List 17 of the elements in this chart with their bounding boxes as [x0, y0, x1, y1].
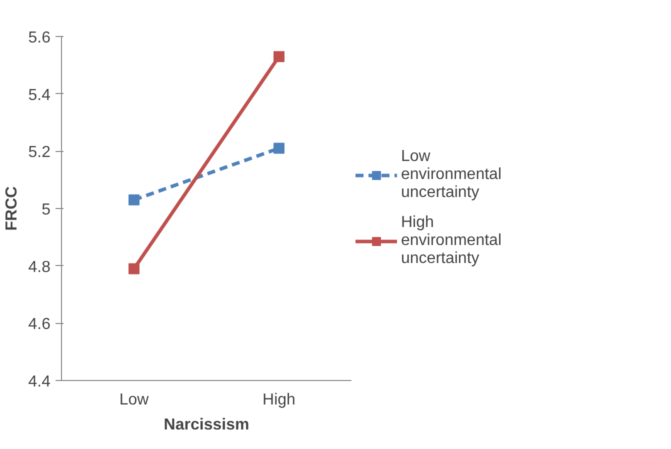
y-axis-title: FRCC	[3, 186, 20, 231]
x-axis-title: Narcissism	[164, 416, 250, 434]
y-tick-label: 5.2	[28, 144, 51, 162]
y-tick-label: 5.6	[28, 30, 51, 46]
point	[274, 51, 284, 62]
point	[274, 142, 284, 154]
x-tick-label: Low	[119, 392, 150, 408]
point	[128, 263, 140, 274]
x-tick-label: High	[262, 392, 296, 408]
legend-label: High environmental uncertainty	[401, 214, 502, 268]
y-tick-label: 5.4	[28, 86, 51, 104]
legend-label: Low environmental uncertainty	[401, 148, 502, 202]
y-tick-label: 5	[42, 202, 51, 218]
y-tick-label: 4.6	[28, 316, 51, 334]
point	[128, 194, 140, 206]
y-tick-label: 4.4	[28, 374, 51, 390]
y-tick-label: 4.8	[28, 258, 51, 276]
